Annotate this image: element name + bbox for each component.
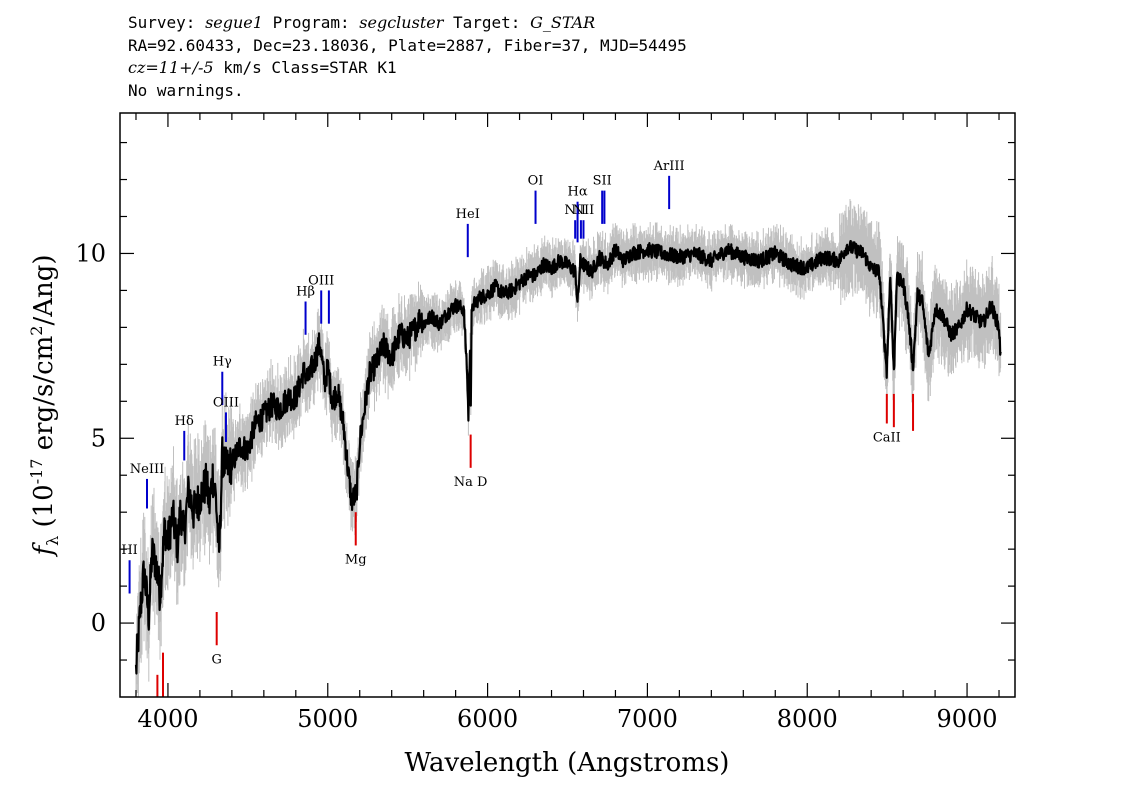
emission-line-label: Hδ	[175, 414, 194, 429]
emission-line-label: OIII	[213, 395, 239, 410]
x-axis-label: Wavelength (Angstroms)	[405, 748, 730, 778]
class-value: km/s Class=STAR K1	[223, 58, 397, 77]
emission-line-label: Hα	[568, 185, 588, 200]
emission-line-label: NII	[564, 203, 586, 218]
emission-line-label: OIII	[308, 273, 334, 288]
target-label: Target:	[453, 13, 521, 32]
spectrum-header: Survey: segue1 Program: segcluster Targe…	[128, 12, 687, 102]
x-tick-label: 4000	[137, 705, 198, 733]
absorption-line-label: G	[211, 652, 221, 667]
program-label: Program:	[272, 13, 350, 32]
absorption-line-label: CaII	[873, 430, 901, 445]
program-value: segcluster	[359, 13, 444, 32]
emission-line-label: HeI	[456, 207, 480, 222]
noise-layer	[135, 199, 1002, 697]
emission-line-label: OI	[528, 174, 544, 189]
target-value: G_STAR	[530, 13, 596, 32]
x-tick-label: 7000	[617, 705, 678, 733]
y-tick-label: 0	[91, 609, 106, 637]
x-tick-label: 8000	[777, 705, 838, 733]
cz-value: cz=11+/-5	[128, 58, 214, 77]
header-line-redshift: cz=11+/-5 km/s Class=STAR K1	[128, 57, 687, 80]
plot-frame	[119, 112, 1016, 698]
absorption-line-label: Na D	[454, 475, 488, 490]
emission-line-label: Hγ	[213, 355, 232, 370]
spectral-lines-layer: HINeIIIHδHγOIIIHβOIIIHeIOINIIHαNIISIIArI…	[121, 159, 915, 697]
x-tick-label: 6000	[457, 705, 518, 733]
emission-line-label: HI	[121, 543, 137, 558]
noise-band	[135, 199, 1002, 697]
y-tick-label: 10	[75, 239, 106, 267]
x-tick-label: 9000	[937, 705, 998, 733]
header-line-warnings: No warnings.	[128, 80, 244, 100]
survey-label: Survey:	[128, 13, 196, 32]
header-line-coords: RA=92.60433, Dec=23.18036, Plate=2887, F…	[128, 35, 687, 55]
axis-ticks: 4000 5000 6000 7000 8000 9000 0 5 10	[75, 113, 1015, 733]
y-axis-label: fλ (10-17 erg/s/cm2/Ang)	[27, 254, 62, 557]
emission-line-label: ArIII	[653, 159, 685, 174]
survey-value: segue1	[205, 13, 263, 32]
flux-layer	[134, 240, 1002, 675]
emission-line-label: Hβ	[296, 285, 315, 300]
absorption-line-label: Mg	[345, 552, 367, 567]
x-tick-label: 5000	[297, 705, 358, 733]
flux-line	[134, 240, 1002, 675]
y-tick-label: 5	[91, 424, 106, 452]
emission-line-label: NII	[573, 203, 595, 218]
emission-line-label: NeIII	[130, 462, 164, 477]
header-line-survey: Survey: segue1 Program: segcluster Targe…	[128, 12, 687, 35]
emission-line-label: SII	[593, 174, 612, 189]
